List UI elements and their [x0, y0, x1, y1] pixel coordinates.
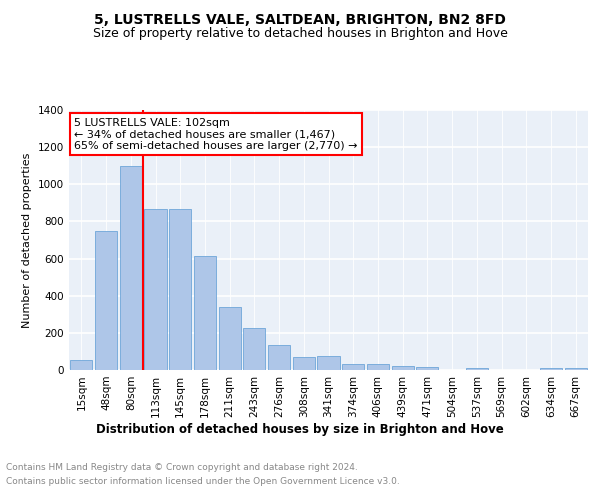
Bar [70, 360, 92, 370]
Bar [95, 231, 117, 370]
Bar [268, 345, 290, 370]
Bar [392, 366, 414, 370]
Text: 5 LUSTRELLS VALE: 102sqm
← 34% of detached houses are smaller (1,467)
65% of sem: 5 LUSTRELLS VALE: 102sqm ← 34% of detach… [74, 118, 358, 151]
Bar [243, 328, 265, 370]
Text: Size of property relative to detached houses in Brighton and Hove: Size of property relative to detached ho… [92, 28, 508, 40]
Bar [342, 364, 364, 370]
Bar [218, 307, 241, 370]
Bar [466, 368, 488, 370]
Text: Contains HM Land Registry data © Crown copyright and database right 2024.: Contains HM Land Registry data © Crown c… [6, 462, 358, 471]
Y-axis label: Number of detached properties: Number of detached properties [22, 152, 32, 328]
Text: Contains public sector information licensed under the Open Government Licence v3: Contains public sector information licen… [6, 478, 400, 486]
Bar [194, 256, 216, 370]
Text: 5, LUSTRELLS VALE, SALTDEAN, BRIGHTON, BN2 8FD: 5, LUSTRELLS VALE, SALTDEAN, BRIGHTON, B… [94, 12, 506, 26]
Bar [540, 368, 562, 370]
Text: Distribution of detached houses by size in Brighton and Hove: Distribution of detached houses by size … [96, 422, 504, 436]
Bar [317, 356, 340, 370]
Bar [293, 358, 315, 370]
Bar [565, 368, 587, 370]
Bar [367, 364, 389, 370]
Bar [416, 367, 439, 370]
Bar [145, 210, 167, 370]
Bar [119, 166, 142, 370]
Bar [169, 210, 191, 370]
